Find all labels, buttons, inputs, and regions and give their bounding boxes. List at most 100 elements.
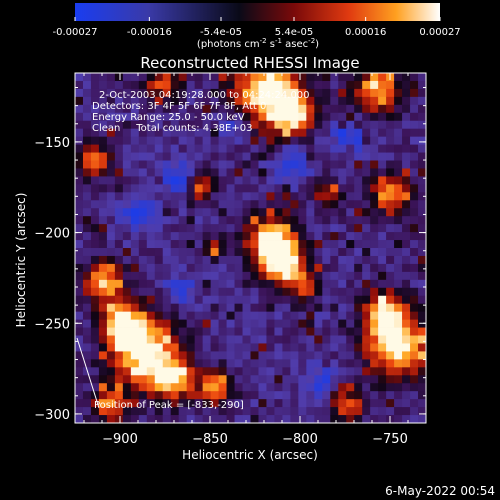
heatmap-cell xyxy=(322,303,331,313)
heatmap-cell xyxy=(218,144,227,153)
heatmap-cell xyxy=(186,160,196,169)
heatmap-cell xyxy=(154,120,164,130)
heatmap-cell xyxy=(386,176,395,185)
heatmap-cell xyxy=(314,192,323,201)
heatmap-cell xyxy=(322,343,331,352)
heatmap-cell xyxy=(82,415,92,423)
heatmap-cell xyxy=(130,73,140,82)
heatmap-cell xyxy=(106,73,116,82)
heatmap-cell xyxy=(410,192,419,201)
heatmap-cell xyxy=(106,112,116,122)
heatmap-cell xyxy=(362,279,371,289)
plot-frame xyxy=(74,72,427,424)
heatmap-cell xyxy=(418,399,426,408)
heatmap-cell xyxy=(114,112,124,122)
heatmap-cell xyxy=(98,248,108,257)
info-energy-range: Energy Range: 25.0 - 50.0 keV xyxy=(92,112,245,123)
heatmap-cell xyxy=(162,279,172,289)
heatmap-cell xyxy=(346,415,355,423)
heatmap-cell xyxy=(394,240,403,249)
heatmap-cell xyxy=(75,391,84,400)
heatmap-cell xyxy=(266,208,275,217)
heatmap-cell xyxy=(82,88,92,98)
heatmap-cell xyxy=(122,327,132,336)
heatmap-cell xyxy=(234,415,243,423)
heatmap-cell xyxy=(226,96,235,106)
heatmap-cell xyxy=(378,319,387,328)
heatmap-cell xyxy=(186,287,196,297)
heatmap-cell xyxy=(130,176,140,185)
heatmap-cell xyxy=(218,295,227,305)
heatmap-cell xyxy=(258,311,267,320)
heatmap-cell xyxy=(154,136,164,145)
heatmap-cell xyxy=(282,287,291,297)
heatmap-cell xyxy=(266,367,275,376)
heatmap-cell xyxy=(122,375,132,384)
heatmap-cell xyxy=(138,335,148,344)
heatmap-cell xyxy=(75,192,84,201)
heatmap-cell xyxy=(154,176,164,185)
heatmap-cell xyxy=(322,192,331,201)
heatmap-cell xyxy=(370,327,379,336)
heatmap-cell xyxy=(122,232,132,241)
heatmap-cell xyxy=(130,279,140,289)
heatmap-cell xyxy=(154,80,164,90)
heatmap-cell xyxy=(378,168,387,177)
heatmap-cell xyxy=(162,88,172,98)
heatmap-cell xyxy=(386,168,395,177)
heatmap-cell xyxy=(194,327,204,336)
heatmap-cell xyxy=(354,359,363,368)
heatmap-cell xyxy=(378,407,387,416)
heatmap-cell xyxy=(210,168,219,177)
heatmap-cell xyxy=(202,80,212,90)
heatmap-cell xyxy=(90,184,100,193)
heatmap-cell xyxy=(330,391,339,400)
heatmap-cell xyxy=(226,176,235,185)
heatmap-cell xyxy=(98,73,108,82)
heatmap-cell xyxy=(290,335,299,344)
heatmap-cell xyxy=(226,295,235,305)
heatmap-cell xyxy=(282,160,291,169)
heatmap-cell xyxy=(402,407,411,416)
heatmap-cell xyxy=(354,104,363,114)
heatmap-cell xyxy=(202,263,212,273)
heatmap-cell xyxy=(234,359,243,368)
heatmap-cell xyxy=(194,112,204,122)
heatmap-cell xyxy=(202,279,212,289)
heatmap-cell xyxy=(306,407,315,416)
heatmap-cell xyxy=(306,232,315,241)
heatmap-cell xyxy=(226,415,235,423)
heatmap-cell xyxy=(218,383,227,392)
heatmap-cell xyxy=(242,232,251,241)
heatmap-cell xyxy=(386,232,395,241)
heatmap-cell xyxy=(218,263,227,273)
heatmap-cell xyxy=(250,271,259,281)
heatmap-cell xyxy=(146,248,156,257)
heatmap-cell xyxy=(234,271,243,281)
heatmap-cell xyxy=(178,88,188,98)
chart-title: Reconstructed RHESSI Image xyxy=(140,54,359,72)
heatmap-cell xyxy=(306,168,315,177)
heatmap-cell xyxy=(218,168,227,177)
heatmap-cell xyxy=(106,359,116,368)
heatmap-cell xyxy=(290,208,299,217)
heatmap-cell xyxy=(282,96,291,106)
heatmap-cell xyxy=(226,383,235,392)
heatmap-cell xyxy=(378,399,387,408)
heatmap-cell xyxy=(106,240,116,249)
heatmap-cell xyxy=(266,255,275,265)
heatmap-cell xyxy=(162,104,172,114)
heatmap-cell xyxy=(354,391,363,400)
heatmap-cell xyxy=(394,311,403,320)
heatmap-cell xyxy=(75,144,84,153)
heatmap-cell xyxy=(314,263,323,273)
heatmap-cell xyxy=(402,351,411,360)
heatmap-cell xyxy=(186,96,196,106)
heatmap-cell xyxy=(146,335,156,344)
heatmap-cell xyxy=(226,168,235,177)
heatmap-cell xyxy=(354,192,363,201)
heatmap-cell xyxy=(306,415,315,423)
heatmap-cell xyxy=(98,200,108,209)
heatmap-cell xyxy=(362,96,371,106)
heatmap-cell xyxy=(298,248,307,257)
